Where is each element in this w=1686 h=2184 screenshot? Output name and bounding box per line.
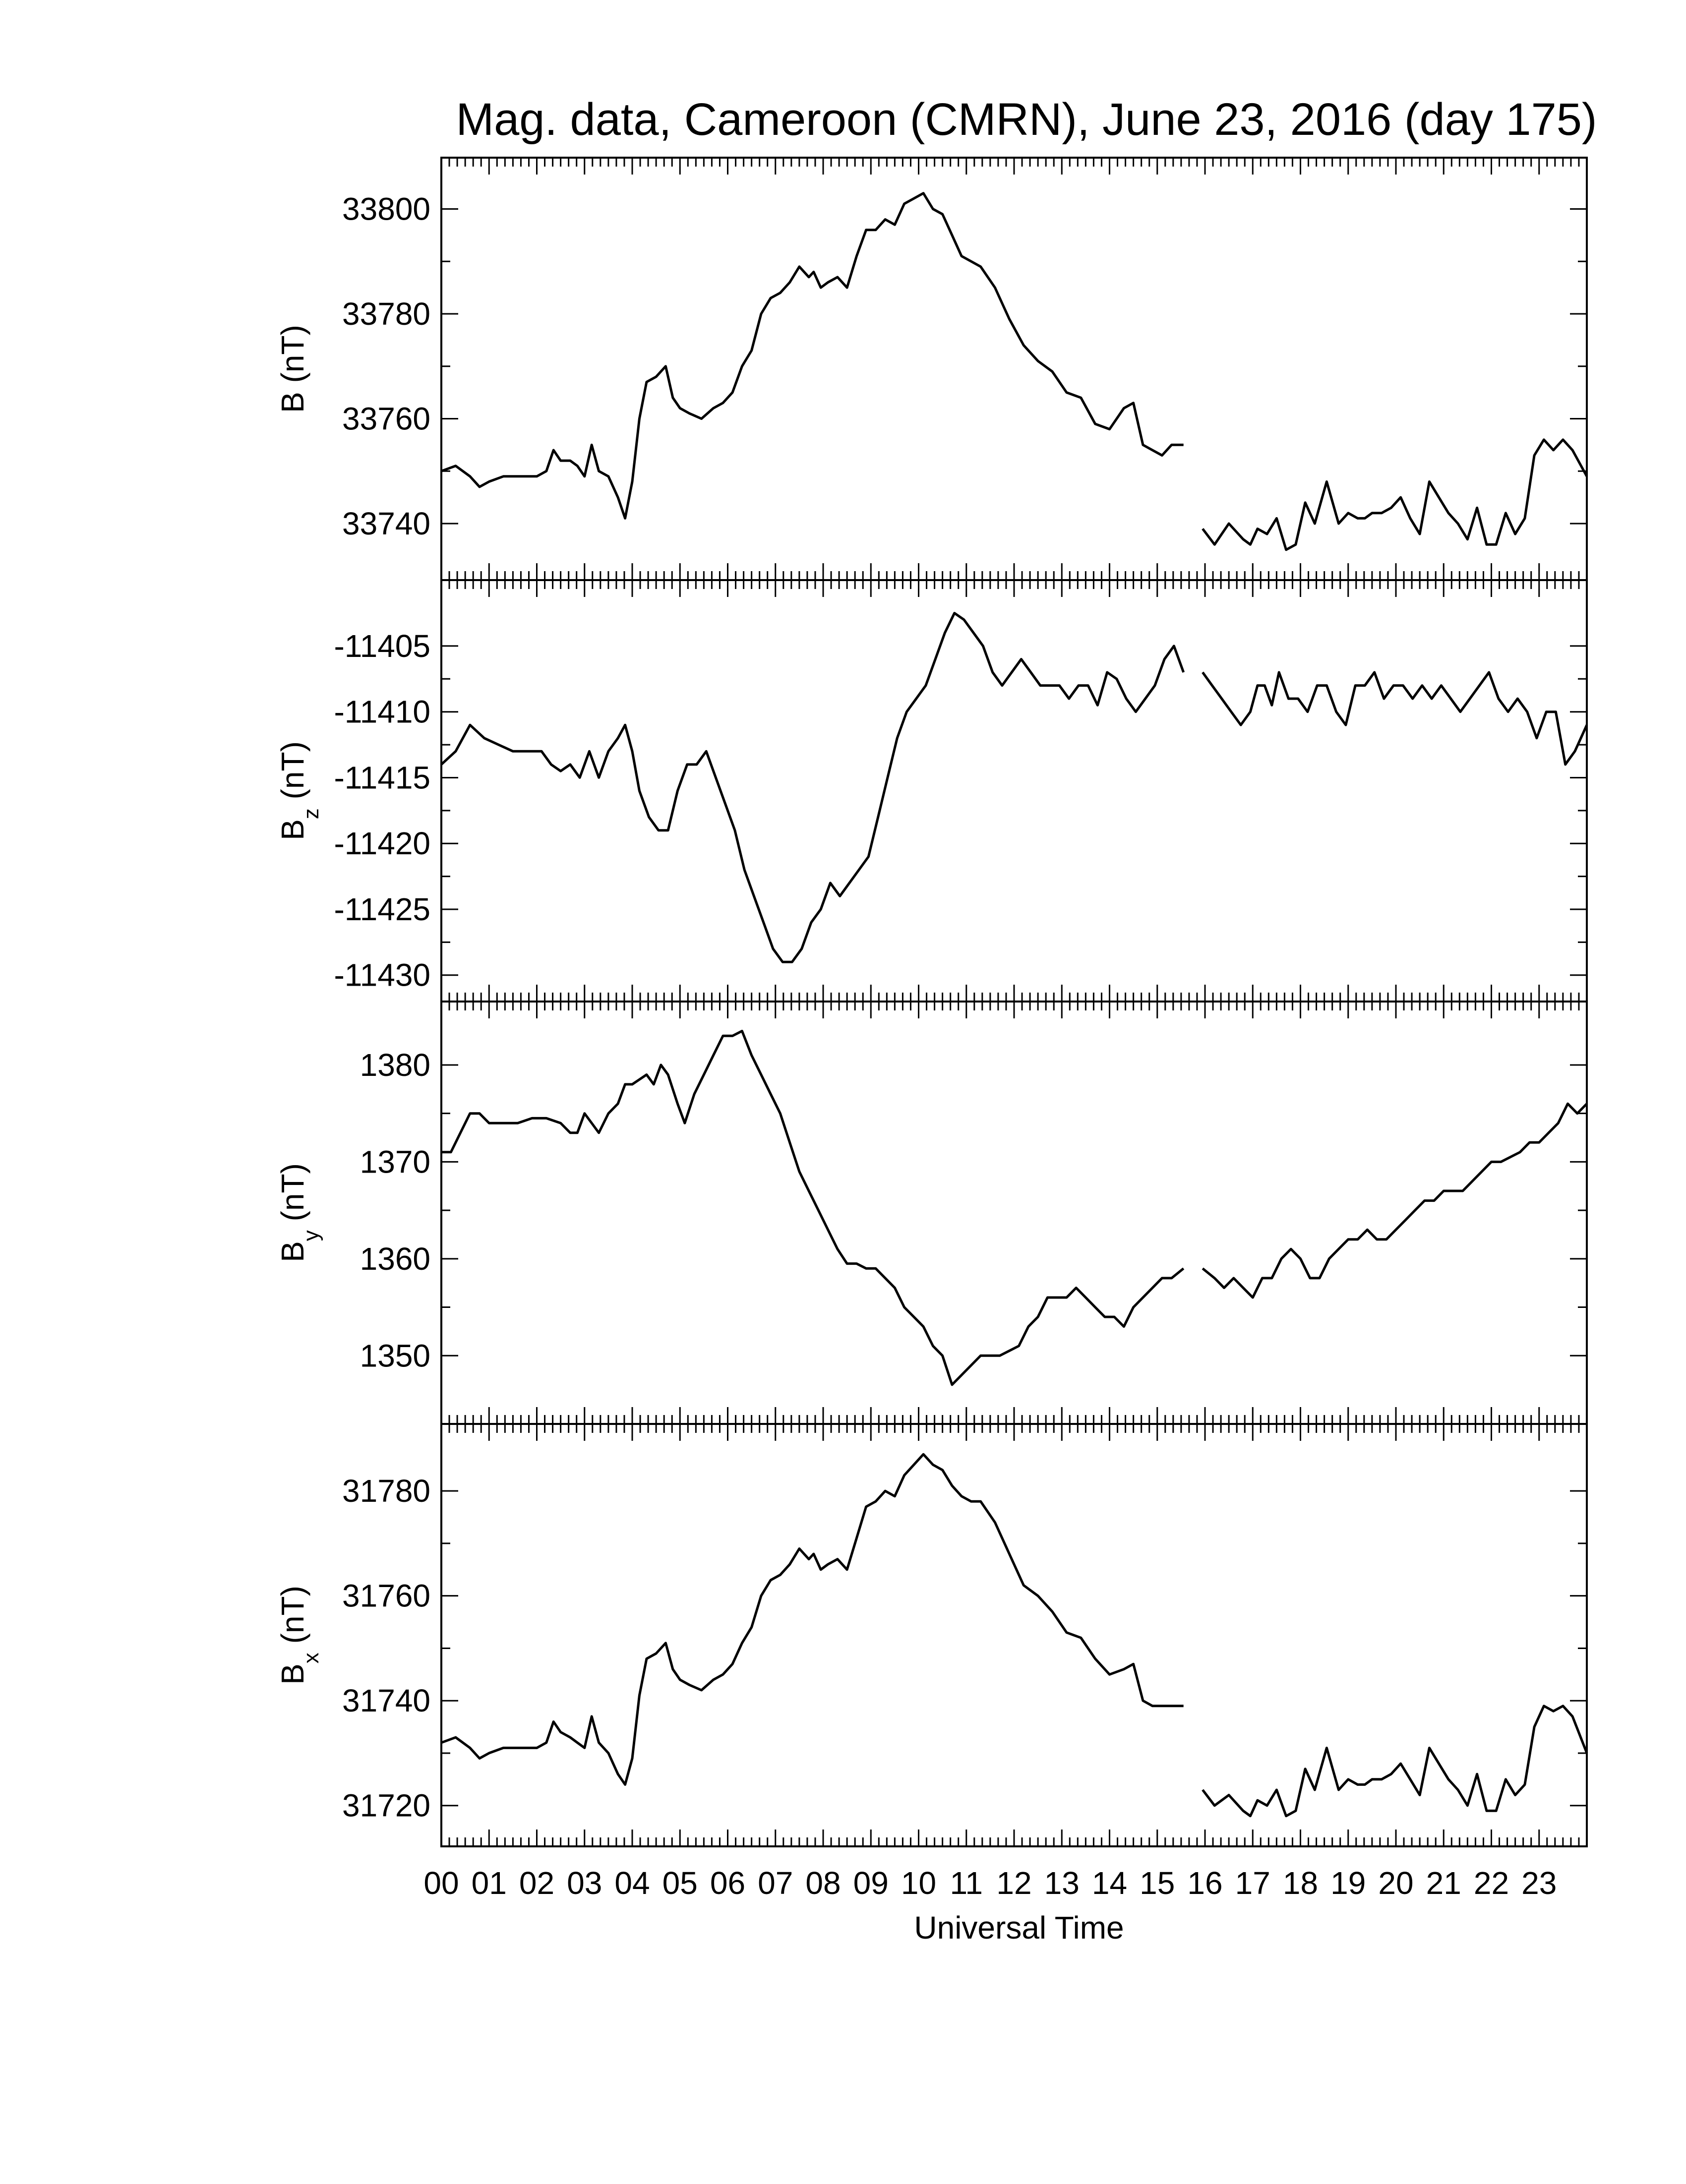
y-axis-label-main: B	[275, 1241, 310, 1262]
x-tick-label: 21	[1426, 1865, 1461, 1901]
y-axis-label-unit: (nT)	[275, 325, 310, 392]
y-tick-label: 31760	[342, 1578, 430, 1614]
y-tick-label: 31720	[342, 1788, 430, 1824]
y-tick-label: 1370	[360, 1144, 430, 1180]
x-tick-label: 04	[614, 1865, 650, 1901]
x-tick-label: 05	[662, 1865, 698, 1901]
x-tick-label: 22	[1474, 1865, 1509, 1901]
y-tick-label: 1350	[360, 1338, 430, 1373]
y-tick-label: 33760	[342, 401, 430, 436]
y-axis-label-unit: (nT)	[275, 1586, 310, 1653]
x-tick-label: 09	[853, 1865, 889, 1901]
x-tick-label: 14	[1092, 1865, 1127, 1901]
y-tick-label: 33780	[342, 296, 430, 332]
y-axis-label-unit: (nT)	[275, 1163, 310, 1230]
y-tick-label: -11430	[334, 957, 430, 993]
y-axis-label-main: B	[275, 1663, 310, 1685]
x-axis: 00 01 02 03 04 05 06 07 08 09 10 11 12 13 14 15 16 17 18 19…	[423, 1865, 1557, 1901]
x-axis-label: Universal Time	[914, 1910, 1124, 1946]
y-tick-label: 33800	[342, 191, 430, 227]
y-tick-label: 1360	[360, 1241, 430, 1277]
panel-2: -11430 -11425 -11420 -11415 -11410 -11405 Bz (…	[275, 579, 1588, 1003]
series-line	[440, 612, 1185, 963]
series-line	[1202, 1102, 1588, 1299]
y-tick-label: 31740	[342, 1683, 430, 1718]
panel-1: 33740 33760 33780 33800 B (nT)	[275, 157, 1588, 581]
panel-4: 31720 31740 31760 31780 Bx (nT)	[275, 1423, 1588, 1847]
y-axis-label: By (nT)	[275, 1163, 323, 1262]
x-tick-label: 15	[1140, 1865, 1175, 1901]
x-tick-label: 17	[1235, 1865, 1270, 1901]
x-tick-label: 02	[519, 1865, 554, 1901]
y-axis-label: B (nT)	[275, 325, 310, 413]
x-tick-label: 01	[472, 1865, 507, 1901]
y-axis-label: Bx (nT)	[275, 1586, 323, 1685]
y-tick-label: -11410	[334, 694, 430, 730]
series-line	[441, 1030, 1185, 1386]
x-tick-label: 12	[996, 1865, 1031, 1901]
series-line	[1202, 438, 1588, 551]
x-tick-label: 07	[758, 1865, 793, 1901]
x-tick-label: 16	[1187, 1865, 1222, 1901]
x-tick-label: 19	[1330, 1865, 1366, 1901]
x-tick-label: 08	[805, 1865, 841, 1901]
y-tick-label: -11420	[334, 826, 430, 861]
chart-title: Mag. data, Cameroon (CMRN), June 23, 201…	[456, 94, 1597, 145]
x-tick-label: 10	[901, 1865, 936, 1901]
x-tick-label: 03	[567, 1865, 602, 1901]
x-tick-label: 18	[1283, 1865, 1318, 1901]
series-line	[1202, 1705, 1588, 1818]
series-line	[1202, 671, 1588, 766]
y-axis-label-subscript: x	[299, 1653, 323, 1663]
x-tick-label: 23	[1521, 1865, 1557, 1901]
x-tick-label: 00	[423, 1865, 459, 1901]
y-tick-label: -11425	[334, 891, 430, 927]
y-axis-label: Bz (nT)	[275, 741, 323, 840]
y-axis-label-subscript: y	[299, 1230, 323, 1241]
y-axis-label-main: B	[275, 392, 310, 413]
y-tick-label: 31780	[342, 1473, 430, 1509]
y-axis-label-main: B	[275, 819, 310, 840]
x-tick-label: 06	[710, 1865, 745, 1901]
series-line	[441, 1453, 1184, 1786]
y-tick-label: 33740	[342, 506, 430, 541]
y-tick-label: -11415	[334, 760, 430, 795]
y-tick-label: 1380	[360, 1047, 430, 1083]
x-tick-label: 11	[950, 1865, 983, 1901]
series-line	[441, 192, 1184, 520]
x-tick-label: 13	[1044, 1865, 1080, 1901]
y-axis-label-unit: (nT)	[275, 741, 310, 808]
y-axis-label-subscript: z	[299, 808, 323, 819]
x-tick-label: 20	[1378, 1865, 1413, 1901]
y-tick-label: -11405	[334, 628, 430, 664]
